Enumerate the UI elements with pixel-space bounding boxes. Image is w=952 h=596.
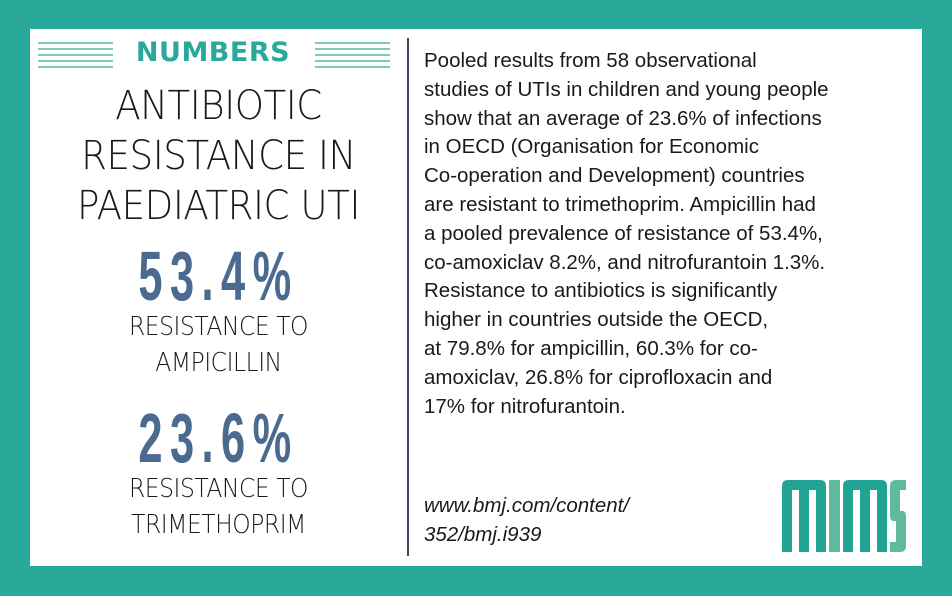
source-line: www.bmj.com/content/ — [424, 494, 630, 517]
stat-label-line: RESISTANCE TO — [128, 474, 309, 504]
left-column: NUMBERS ANTIBIOTIC RESISTANCE IN PAEDIAT… — [30, 29, 407, 566]
body-line: 17% for nitrofurantoin. — [424, 394, 626, 418]
stat-ampicillin: 53.4% RESISTANCE TO AMPICILLIN — [30, 237, 407, 381]
decorative-rules-right — [315, 42, 390, 68]
headline: ANTIBIOTIC RESISTANCE IN PAEDIATRIC UTI — [43, 81, 394, 231]
body-text: Pooled results from 58 observational stu… — [424, 47, 904, 421]
body-line: higher in countries outside the OECD, — [424, 308, 769, 332]
body-line: in OECD (Organisation for Economic — [424, 135, 759, 159]
body-line: co-amoxiclav 8.2%, and nitrofurantoin 1.… — [424, 250, 826, 274]
body-line: studies of UTIs in children and young pe… — [424, 77, 829, 101]
body-line: Resistance to antibiotics is significant… — [424, 279, 778, 303]
source-link[interactable]: www.bmj.com/content/ 352/bmj.i939 — [424, 491, 629, 549]
source-line: 352/bmj.i939 — [424, 523, 542, 546]
stat-label-line: RESISTANCE TO — [128, 312, 309, 342]
stat-trimethoprim: 23.6% RESISTANCE TO TRIMETHOPRIM — [30, 399, 407, 543]
stat-value: 23.6% — [138, 399, 299, 477]
mims-logo-icon — [782, 480, 906, 552]
body-line: show that an average of 23.6% of infecti… — [424, 106, 822, 130]
section-header: NUMBERS — [30, 37, 407, 70]
body-line: at 79.8% for ampicillin, 60.3% for co- — [424, 336, 758, 360]
section-label: NUMBERS — [135, 37, 291, 68]
body-line: amoxiclav, 26.8% for ciprofloxacin and — [424, 365, 773, 389]
headline-line: PAEDIATRIC UTI — [77, 183, 360, 229]
body-line: a pooled prevalence of resistance of 53.… — [424, 221, 823, 245]
stat-label-line: TRIMETHOPRIM — [131, 510, 306, 540]
headline-line: ANTIBIOTIC — [115, 83, 322, 129]
stat-value: 53.4% — [138, 237, 299, 315]
body-line: Pooled results from 58 observational — [424, 49, 757, 72]
decorative-rules-left — [38, 42, 113, 68]
body-line: are resistant to trimethoprim. Ampicilli… — [424, 192, 816, 216]
body-line: Co-operation and Development) countries — [424, 164, 805, 188]
infographic-panel: NUMBERS ANTIBIOTIC RESISTANCE IN PAEDIAT… — [30, 29, 922, 566]
column-divider — [407, 38, 409, 556]
stat-label-line: AMPICILLIN — [155, 348, 282, 378]
headline-line: RESISTANCE IN — [81, 133, 356, 179]
